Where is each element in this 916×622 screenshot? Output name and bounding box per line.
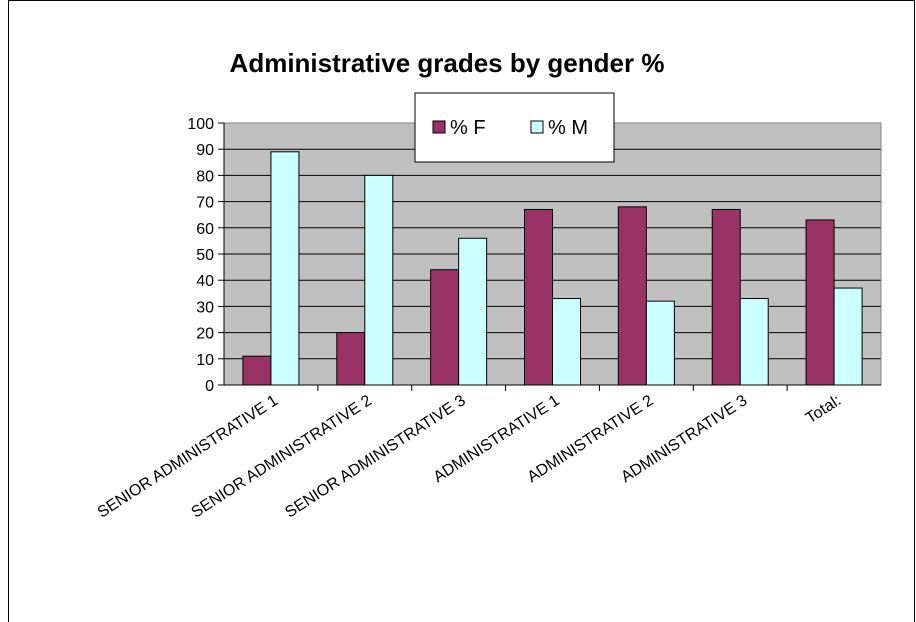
y-tick-label: 90: [196, 142, 214, 159]
y-tick-label: 30: [196, 299, 214, 316]
bar-f: [617, 206, 647, 386]
bar-m: [833, 287, 863, 386]
bar-f: [242, 355, 272, 386]
bar-f: [524, 208, 553, 386]
legend-swatch: [432, 120, 446, 134]
bar-f: [430, 269, 460, 386]
y-tick-label: 80: [196, 168, 214, 185]
chart-title: Administrative grades by gender %: [230, 48, 665, 78]
y-tick-label: 10: [196, 352, 214, 369]
legend-swatch: [530, 120, 544, 134]
bar-f: [711, 208, 741, 386]
y-tick-label: 100: [187, 116, 214, 133]
bar-m: [739, 298, 769, 386]
y-tick-label: 70: [196, 195, 214, 212]
y-tick-label: 60: [196, 221, 214, 238]
legend: % F % M: [414, 92, 615, 163]
bar-f: [336, 332, 366, 386]
bar-m: [458, 237, 488, 386]
legend-label: % F: [450, 117, 486, 139]
bar-m: [645, 300, 675, 386]
axes: 0 10 20 30 40 50 60 70 80 90 100: [187, 116, 881, 395]
y-tick-label: 50: [196, 247, 214, 264]
bar-m: [270, 151, 300, 386]
y-tick-label: 20: [196, 326, 214, 343]
legend-box: [414, 92, 615, 163]
bars: [242, 151, 863, 386]
bar-f: [805, 219, 835, 386]
bar-m: [552, 298, 581, 386]
bar-m: [364, 174, 394, 386]
y-tick-label: 0: [205, 378, 214, 395]
y-tick-label: 40: [196, 273, 214, 290]
legend-label: % M: [548, 117, 588, 139]
